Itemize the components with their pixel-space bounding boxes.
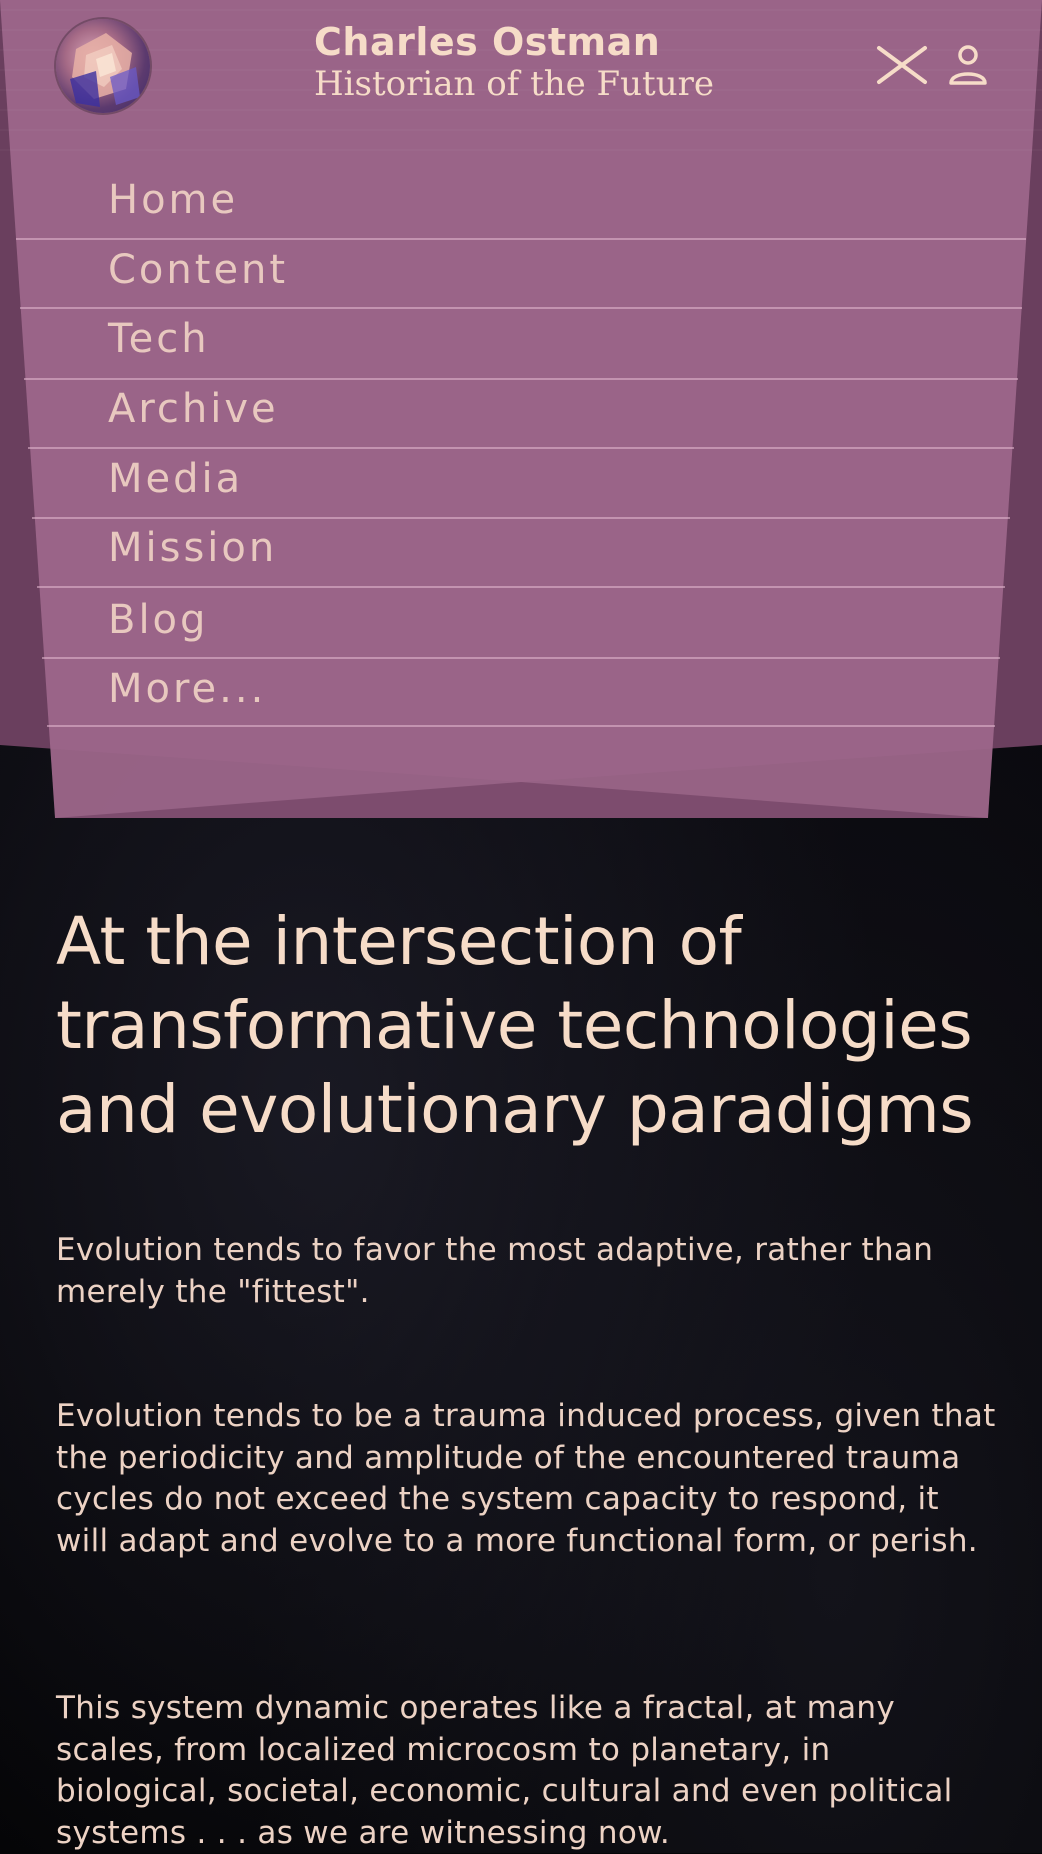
nav-divider	[20, 307, 1022, 309]
close-icon	[877, 46, 927, 84]
nav-item-archive[interactable]: Archive	[108, 386, 279, 432]
site-header: Charles Ostman Historian of the Future	[0, 0, 1042, 130]
nav-divider	[47, 725, 995, 727]
nav-item-more[interactable]: More...	[108, 666, 267, 712]
paragraph-trauma: Evolution tends to be a trauma induced p…	[56, 1398, 996, 1559]
nav-menu-panel: Charles Ostman Historian of the Future H…	[0, 0, 1042, 820]
user-icon	[949, 45, 987, 85]
nav-item-home[interactable]: Home	[108, 177, 239, 223]
nav-item-blog[interactable]: Blog	[108, 597, 209, 643]
nav-divider	[24, 378, 1018, 380]
nav-divider	[32, 517, 1010, 519]
nav-divider	[28, 447, 1014, 449]
avatar-image	[70, 33, 140, 107]
site-name[interactable]: Charles Ostman	[314, 20, 661, 64]
nav-item-mission[interactable]: Mission	[108, 525, 278, 571]
main-content: At the intersection of transformative te…	[56, 900, 996, 1851]
close-menu-button[interactable]	[876, 45, 928, 85]
paragraph-fractal: This system dynamic operates like a frac…	[56, 1690, 953, 1851]
page-headline: At the intersection of transformative te…	[56, 903, 974, 1148]
nav-item-media[interactable]: Media	[108, 456, 244, 502]
user-account-button[interactable]	[946, 43, 990, 87]
nav-item-tech[interactable]: Tech	[108, 316, 210, 362]
nav-divider	[42, 657, 1000, 659]
nav-divider	[16, 238, 1026, 240]
avatar[interactable]	[56, 19, 150, 113]
nav-item-content[interactable]: Content	[108, 247, 289, 293]
site-tagline: Historian of the Future	[314, 64, 714, 104]
paragraph-adaptive: Evolution tends to favor the most adapti…	[56, 1232, 934, 1310]
nav-divider	[37, 586, 1005, 588]
